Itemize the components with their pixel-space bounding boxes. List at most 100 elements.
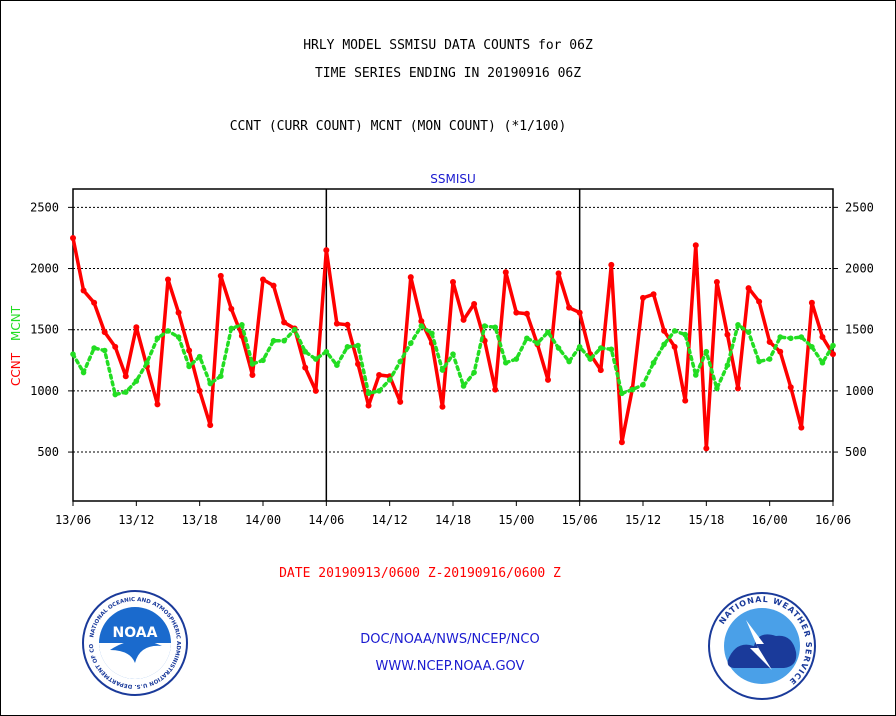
data-point-mcnt [830, 342, 836, 349]
y-tick-label-right: 1500 [845, 323, 874, 337]
data-point-mcnt [745, 329, 752, 335]
data-point-ccnt [608, 261, 615, 268]
footer-url[interactable]: WWW.NCEP.NOAA.GOV [375, 659, 525, 674]
data-point-mcnt [217, 373, 224, 380]
data-point-mcnt [239, 322, 245, 328]
y-tick-label-left: 500 [37, 445, 59, 459]
data-point-mcnt [112, 391, 119, 398]
data-point-ccnt [460, 316, 467, 323]
data-point-mcnt [714, 385, 720, 392]
series-line-mcnt [71, 323, 835, 397]
x-tick-label: 16/00 [752, 513, 788, 527]
data-point-mcnt [756, 358, 762, 365]
data-point-mcnt [513, 356, 520, 362]
data-point-ccnt [207, 422, 214, 429]
data-point-ccnt [312, 387, 319, 394]
noaa-logo-text: NOAA [113, 625, 158, 641]
plot-title: SSMISU [430, 172, 476, 186]
data-point-ccnt [186, 347, 193, 354]
data-point-ccnt [671, 343, 678, 350]
data-point-ccnt [70, 234, 76, 241]
data-point-ccnt [523, 310, 530, 317]
data-point-mcnt [524, 335, 530, 342]
data-point-ccnt [175, 309, 182, 316]
data-point-mcnt [661, 341, 667, 348]
x-tick-label: 15/00 [498, 513, 534, 527]
y-tick-label-left: 2000 [30, 262, 59, 276]
data-point-mcnt [312, 356, 319, 362]
data-point-ccnt [650, 291, 657, 298]
data-point-ccnt [450, 278, 456, 285]
data-point-mcnt [798, 334, 805, 340]
data-point-ccnt [270, 282, 277, 289]
data-point-ccnt [80, 287, 87, 294]
data-point-mcnt [619, 390, 625, 397]
data-point-ccnt [196, 387, 203, 394]
data-point-ccnt [545, 376, 551, 383]
data-point-mcnt [228, 325, 235, 332]
data-point-ccnt [597, 367, 604, 374]
data-point-ccnt [555, 270, 562, 277]
data-point-mcnt [545, 329, 551, 335]
data-point-mcnt [650, 359, 657, 366]
data-point-mcnt [640, 381, 646, 388]
data-point-ccnt [492, 386, 499, 393]
data-point-ccnt [703, 445, 710, 452]
data-point-mcnt [703, 348, 710, 355]
series-line-ccnt [71, 237, 835, 451]
data-point-mcnt [671, 328, 678, 334]
data-point-ccnt [576, 309, 583, 316]
data-point-mcnt [207, 380, 214, 387]
data-point-ccnt [376, 371, 383, 378]
data-point-mcnt [777, 334, 784, 340]
data-point-ccnt [682, 397, 689, 404]
data-point-mcnt [70, 351, 76, 357]
data-point-ccnt [830, 351, 836, 358]
data-point-ccnt [819, 334, 826, 341]
data-point-ccnt [798, 424, 805, 431]
data-point-ccnt [808, 299, 815, 306]
data-point-mcnt [481, 323, 488, 329]
data-point-ccnt [566, 304, 573, 311]
x-tick-label: 13/06 [55, 513, 91, 527]
data-point-mcnt [682, 331, 689, 338]
data-point-mcnt [429, 330, 435, 337]
data-point-mcnt [291, 326, 298, 333]
y-tick-label-left: 1500 [30, 323, 59, 337]
x-tick-label: 15/18 [688, 513, 724, 527]
data-point-ccnt [323, 247, 330, 254]
chart-title-line1: HRLY MODEL SSMISU DATA COUNTS for 06Z [303, 38, 593, 53]
data-point-ccnt [355, 360, 361, 367]
data-point-mcnt [809, 344, 815, 350]
data-point-ccnt [502, 269, 509, 276]
data-point-mcnt [566, 358, 572, 365]
data-point-mcnt [122, 389, 129, 395]
data-point-mcnt [249, 361, 256, 367]
data-point-ccnt [281, 319, 288, 326]
data-point-mcnt [133, 378, 140, 384]
x-tick-label: 14/18 [435, 513, 471, 527]
data-point-mcnt [365, 390, 372, 397]
data-point-ccnt [91, 299, 98, 306]
data-point-ccnt [365, 402, 372, 409]
data-point-ccnt [133, 324, 140, 331]
data-point-ccnt [101, 329, 108, 336]
y-tick-label-right: 2500 [845, 200, 874, 214]
footer-org: DOC/NOAA/NWS/NCEP/NCO [360, 632, 540, 647]
data-point-ccnt [661, 327, 668, 334]
data-point-mcnt [91, 345, 97, 351]
data-point-mcnt [270, 337, 277, 344]
data-point-mcnt [344, 344, 351, 350]
data-point-mcnt [175, 334, 182, 340]
data-point-mcnt [196, 353, 203, 360]
data-point-mcnt [534, 340, 541, 346]
data-point-mcnt [439, 367, 446, 373]
data-point-ccnt [260, 276, 266, 283]
data-point-mcnt [735, 322, 741, 328]
nws-logo: NATIONAL WEATHER SERVICE [708, 592, 816, 700]
data-point-mcnt [787, 335, 794, 342]
data-point-ccnt [165, 276, 171, 283]
data-point-mcnt [281, 337, 287, 344]
data-point-mcnt [692, 372, 699, 378]
data-point-mcnt [302, 348, 309, 355]
